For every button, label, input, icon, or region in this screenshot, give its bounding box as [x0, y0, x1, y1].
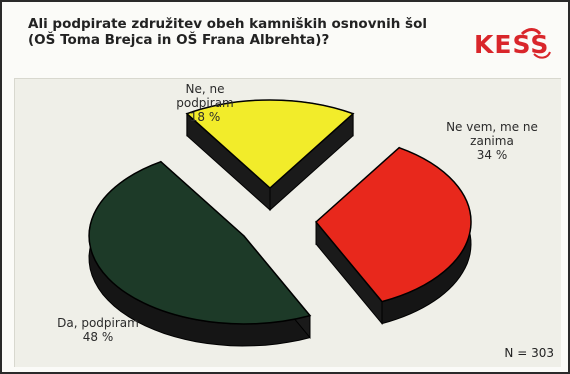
label-ne-podpiram-value: 18 % — [189, 110, 221, 124]
chart-title: Ali podpirate združitev obeh kamniških o… — [28, 16, 448, 48]
label-da-podpiram-value: 48 % — [82, 330, 114, 344]
chart-title-line-1: Ali podpirate združitev obeh kamniških o… — [28, 16, 427, 32]
kess-logo: KESS — [474, 28, 551, 59]
label-ne-podpiram: Ne, ne podpiram 18 % — [160, 82, 250, 124]
pie-slice-top-0 — [185, 99, 355, 190]
sample-size-label: N = 303 — [504, 346, 554, 360]
pie-slice-0 — [185, 99, 355, 212]
pie-slice-top-2 — [88, 160, 312, 325]
pie-slice-top-1 — [314, 146, 472, 303]
label-ne-vem-line1: Ne vem, me ne — [446, 120, 538, 134]
kess-logo-mark: KESS — [474, 28, 551, 59]
label-ne-vem-line2: zanima — [470, 134, 514, 148]
label-da-podpiram: Da, podpiram 48 % — [48, 316, 148, 344]
label-ne-vem-value: 34 % — [476, 148, 508, 162]
svg-text:KESS: KESS — [474, 30, 549, 59]
label-ne-vem: Ne vem, me ne zanima 34 % — [432, 120, 552, 162]
label-da-podpiram-line1: Da, podpiram — [57, 316, 139, 330]
label-ne-podpiram-line1: Ne, ne — [185, 82, 225, 96]
pie-slice-2 — [88, 160, 312, 347]
pie-slice-1 — [314, 146, 472, 326]
label-ne-podpiram-line2: podpiram — [176, 96, 234, 110]
chart-title-line-2: (OŠ Toma Brejca in OŠ Frana Albrehta)? — [28, 32, 330, 48]
